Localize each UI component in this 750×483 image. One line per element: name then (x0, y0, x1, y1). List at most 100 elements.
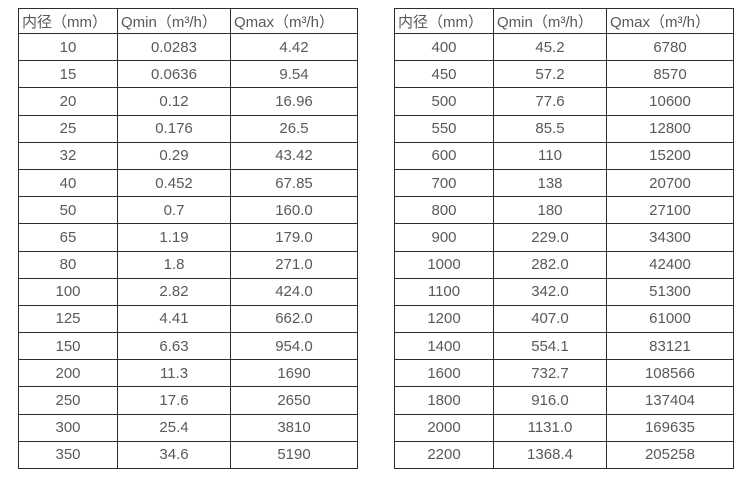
cell-qmin: 6.63 (117, 332, 231, 361)
table-row: 125 4.41 662.0 (18, 304, 358, 334)
cell-diameter: 350 (18, 440, 118, 470)
cell-qmin: 0.176 (117, 114, 231, 143)
cell-qmax: 3810 (230, 413, 358, 442)
table-row: 900 229.0 34300 (394, 223, 734, 252)
cell-diameter: 25 (18, 114, 118, 143)
cell-qmax: 51300 (606, 277, 734, 306)
cell-qmax: 83121 (606, 332, 734, 361)
table-row: 450 57.2 8570 (394, 60, 734, 89)
cell-qmin: 11.3 (117, 359, 231, 388)
cell-diameter: 500 (394, 87, 494, 116)
cell-qmin: 0.0283 (117, 32, 231, 62)
cell-diameter: 32 (18, 141, 118, 170)
table-row: 50 0.7 160.0 (18, 196, 358, 225)
cell-qmin: 0.0636 (117, 60, 231, 89)
cell-qmax: 43.42 (230, 141, 358, 170)
cell-qmax: 26.5 (230, 114, 358, 143)
table-row: 200 11.3 1690 (18, 359, 358, 388)
cell-qmin: 0.29 (117, 141, 231, 170)
cell-diameter: 900 (394, 223, 494, 252)
cell-qmax: 1690 (230, 359, 358, 388)
cell-qmax: 179.0 (230, 223, 358, 252)
cell-qmax: 4.42 (230, 32, 358, 62)
cell-diameter: 250 (18, 386, 118, 415)
cell-qmax: 160.0 (230, 196, 358, 225)
cell-diameter: 1000 (394, 250, 494, 279)
cell-qmax: 108566 (606, 359, 734, 388)
cell-qmax: 12800 (606, 114, 734, 143)
cell-qmin: 1.8 (117, 250, 231, 279)
cell-qmin: 2.82 (117, 277, 231, 306)
table-row: 1800 916.0 137404 (394, 386, 734, 415)
cell-diameter: 80 (18, 250, 118, 279)
cell-qmax: 61000 (606, 304, 734, 334)
cell-qmax: 271.0 (230, 250, 358, 279)
col-header-qmin: Qmin（m³/h） (493, 8, 607, 34)
cell-qmin: 77.6 (493, 87, 607, 116)
table-row: 1000 282.0 42400 (394, 250, 734, 279)
cell-diameter: 400 (394, 32, 494, 62)
table-row: 2200 1368.4 205258 (394, 440, 734, 470)
table-row: 32 0.29 43.42 (18, 141, 358, 170)
table-row: 20 0.12 16.96 (18, 87, 358, 116)
cell-qmax: 9.54 (230, 60, 358, 89)
col-header-diameter: 内径（mm） (18, 8, 118, 34)
cell-qmin: 1.19 (117, 223, 231, 252)
cell-qmax: 8570 (606, 60, 734, 89)
table-row: 1200 407.0 61000 (394, 304, 734, 334)
cell-qmin: 45.2 (493, 32, 607, 62)
cell-diameter: 200 (18, 359, 118, 388)
table-row: 10 0.0283 4.42 (18, 32, 358, 62)
cell-diameter: 125 (18, 304, 118, 334)
cell-qmax: 10600 (606, 87, 734, 116)
cell-qmin: 4.41 (117, 304, 231, 334)
cell-qmax: 27100 (606, 196, 734, 225)
cell-diameter: 150 (18, 332, 118, 361)
cell-diameter: 2200 (394, 440, 494, 470)
cell-qmin: 25.4 (117, 413, 231, 442)
table-row: 1600 732.7 108566 (394, 359, 734, 388)
cell-qmin: 57.2 (493, 60, 607, 89)
table-row: 2000 1131.0 169635 (394, 413, 734, 442)
cell-diameter: 300 (18, 413, 118, 442)
table-row: 800 180 27100 (394, 196, 734, 225)
cell-diameter: 15 (18, 60, 118, 89)
cell-qmin: 282.0 (493, 250, 607, 279)
table-row: 300 25.4 3810 (18, 413, 358, 442)
cell-qmax: 662.0 (230, 304, 358, 334)
col-header-qmin: Qmin（m³/h） (117, 8, 231, 34)
header-row: 内径（mm） Qmin（m³/h） Qmax（m³/h） (394, 8, 734, 34)
col-header-qmax: Qmax（m³/h） (230, 8, 358, 34)
cell-qmax: 169635 (606, 413, 734, 442)
table-row: 250 17.6 2650 (18, 386, 358, 415)
cell-qmax: 16.96 (230, 87, 358, 116)
cell-diameter: 1100 (394, 277, 494, 306)
flow-spec-table-large-diameters: 内径（mm） Qmin（m³/h） Qmax（m³/h） 400 45.2 6780… (394, 8, 734, 470)
cell-diameter: 1200 (394, 304, 494, 334)
cell-qmin: 916.0 (493, 386, 607, 415)
cell-qmin: 229.0 (493, 223, 607, 252)
table-row: 15 0.0636 9.54 (18, 60, 358, 89)
table-row: 500 77.6 10600 (394, 87, 734, 116)
cell-qmax: 954.0 (230, 332, 358, 361)
cell-diameter: 2000 (394, 413, 494, 442)
cell-diameter: 550 (394, 114, 494, 143)
cell-qmin: 0.452 (117, 168, 231, 198)
cell-diameter: 20 (18, 87, 118, 116)
table-row: 100 2.82 424.0 (18, 277, 358, 306)
cell-qmax: 6780 (606, 32, 734, 62)
cell-qmin: 1368.4 (493, 440, 607, 470)
col-header-diameter: 内径（mm） (394, 8, 494, 34)
table-row: 40 0.452 67.85 (18, 168, 358, 198)
table-row: 350 34.6 5190 (18, 440, 358, 470)
cell-qmax: 2650 (230, 386, 358, 415)
cell-qmin: 17.6 (117, 386, 231, 415)
cell-qmax: 67.85 (230, 168, 358, 198)
cell-qmin: 0.12 (117, 87, 231, 116)
cell-diameter: 700 (394, 168, 494, 198)
cell-qmin: 0.7 (117, 196, 231, 225)
cell-diameter: 1600 (394, 359, 494, 388)
cell-qmax: 5190 (230, 440, 358, 470)
cell-qmin: 85.5 (493, 114, 607, 143)
cell-qmax: 34300 (606, 223, 734, 252)
